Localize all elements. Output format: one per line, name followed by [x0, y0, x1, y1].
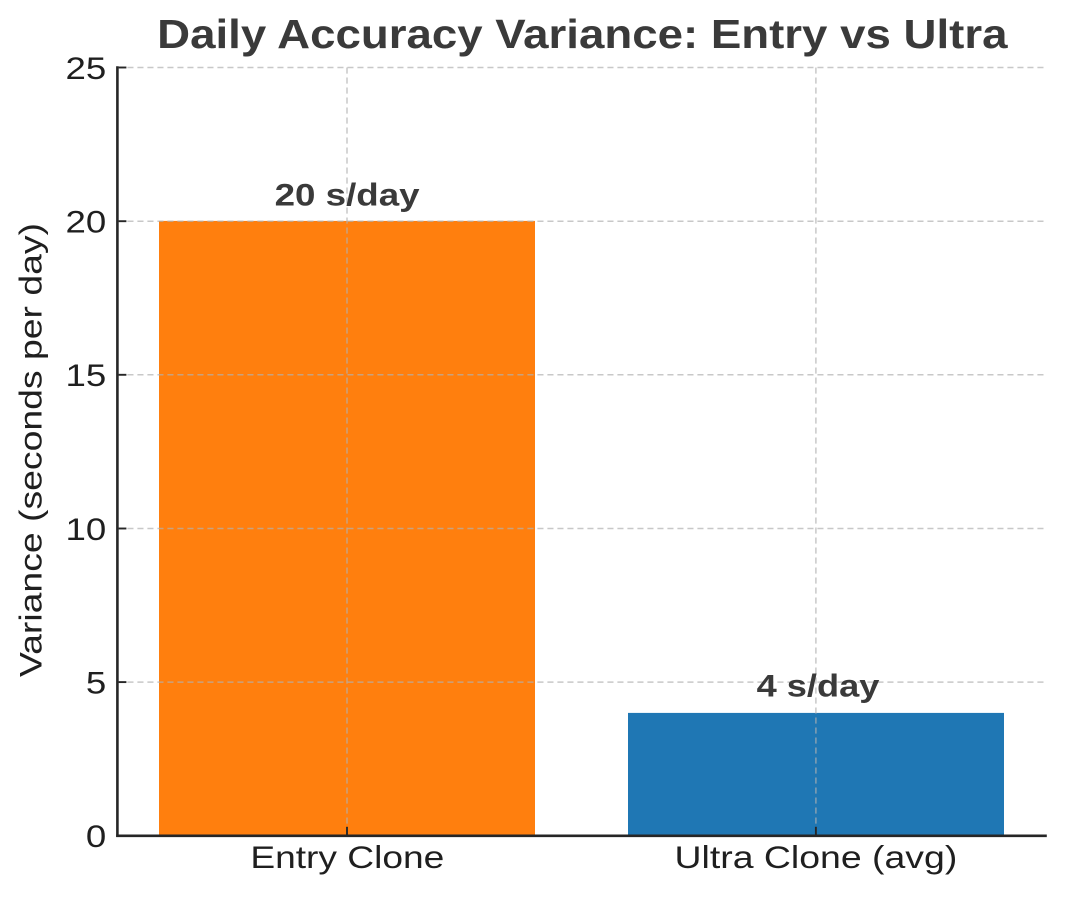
svg-text:0: 0: [86, 819, 106, 854]
svg-text:Ultra Clone (avg): Ultra Clone (avg): [675, 841, 958, 876]
svg-text:Daily Accuracy Variance: Entry: Daily Accuracy Variance: Entry vs Ultra: [157, 12, 1008, 57]
svg-text:4 s/day: 4 s/day: [757, 669, 880, 704]
svg-text:10: 10: [66, 512, 107, 547]
svg-text:Variance (seconds per day): Variance (seconds per day): [14, 223, 49, 677]
svg-text:25: 25: [66, 51, 107, 86]
svg-text:20 s/day: 20 s/day: [275, 178, 420, 213]
svg-text:5: 5: [86, 666, 106, 701]
svg-text:20: 20: [66, 205, 107, 240]
svg-text:15: 15: [66, 358, 107, 393]
svg-text:Entry Clone: Entry Clone: [250, 840, 444, 875]
